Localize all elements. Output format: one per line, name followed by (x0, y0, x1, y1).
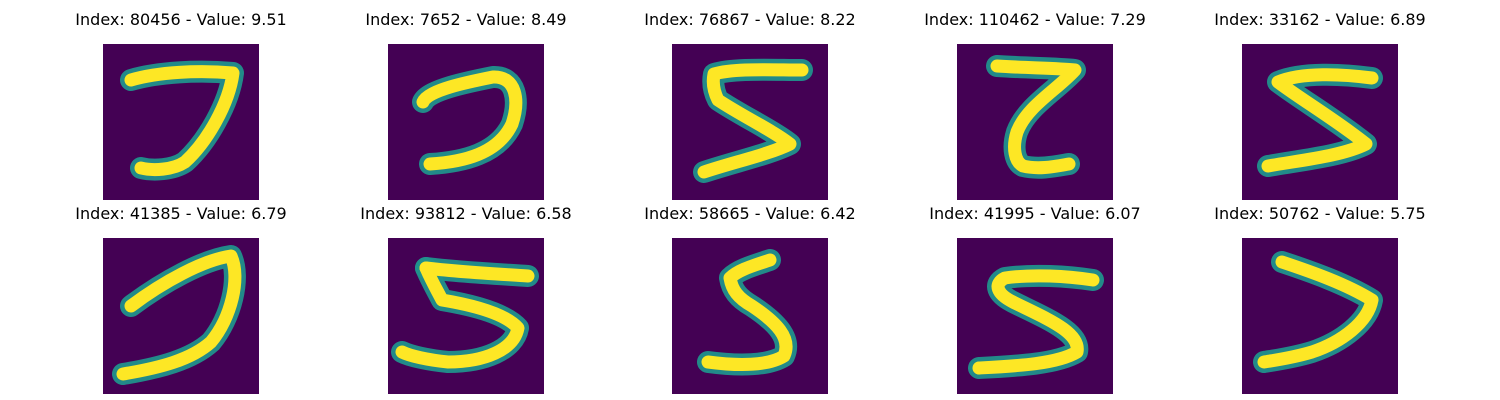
digit-image-10 (1242, 238, 1398, 394)
digit-stroke (697, 63, 809, 179)
panel-10: Index: 50762 - Value: 5.75 (1200, 202, 1440, 394)
digit-image-6 (103, 238, 259, 394)
digit-stroke (124, 65, 240, 177)
digit-stroke (990, 59, 1082, 175)
digit-stroke (395, 261, 525, 369)
digit-stroke (972, 269, 1100, 375)
panel-title: Index: 93812 - Value: 6.58 (360, 204, 572, 223)
digit-image-9 (957, 238, 1113, 394)
panel-6: Index: 41385 - Value: 6.79 (61, 202, 301, 394)
digit-stroke (701, 253, 793, 371)
digit-stroke (416, 70, 523, 171)
panel-title: Index: 41385 - Value: 6.79 (75, 204, 287, 223)
panel-title: Index: 7652 - Value: 8.49 (365, 10, 567, 29)
digit-stroke (116, 249, 242, 381)
panel-title: Index: 80456 - Value: 9.51 (75, 10, 287, 29)
digit-image-5 (1242, 44, 1398, 200)
panel-title: Index: 33162 - Value: 6.89 (1214, 10, 1426, 29)
panel-title: Index: 58665 - Value: 6.42 (644, 204, 856, 223)
panel-title: Index: 110462 - Value: 7.29 (924, 10, 1146, 29)
panel-3: Index: 76867 - Value: 8.22 (630, 8, 870, 200)
panel-7: Index: 93812 - Value: 6.58 (346, 202, 586, 394)
digit-image-3 (672, 44, 828, 200)
digit-image-7 (388, 238, 544, 394)
digit-image-8 (672, 238, 828, 394)
panel-5: Index: 33162 - Value: 6.89 (1200, 8, 1440, 200)
panel-2: Index: 7652 - Value: 8.49 (346, 8, 586, 200)
digit-stroke (419, 261, 535, 283)
panel-title: Index: 41995 - Value: 6.07 (929, 204, 1141, 223)
digit-image-4 (957, 44, 1113, 200)
panel-4: Index: 110462 - Value: 7.29 (915, 8, 1155, 200)
digit-image-1 (103, 44, 259, 200)
panel-9: Index: 41995 - Value: 6.07 (915, 202, 1155, 394)
panel-title: Index: 50762 - Value: 5.75 (1214, 204, 1426, 223)
digit-stroke (1261, 68, 1379, 173)
panel-title: Index: 76867 - Value: 8.22 (644, 10, 856, 29)
digit-image-2 (388, 44, 544, 200)
panel-1: Index: 80456 - Value: 9.51 (61, 8, 301, 200)
digit-stroke (1257, 255, 1379, 369)
panel-8: Index: 58665 - Value: 6.42 (630, 202, 870, 394)
